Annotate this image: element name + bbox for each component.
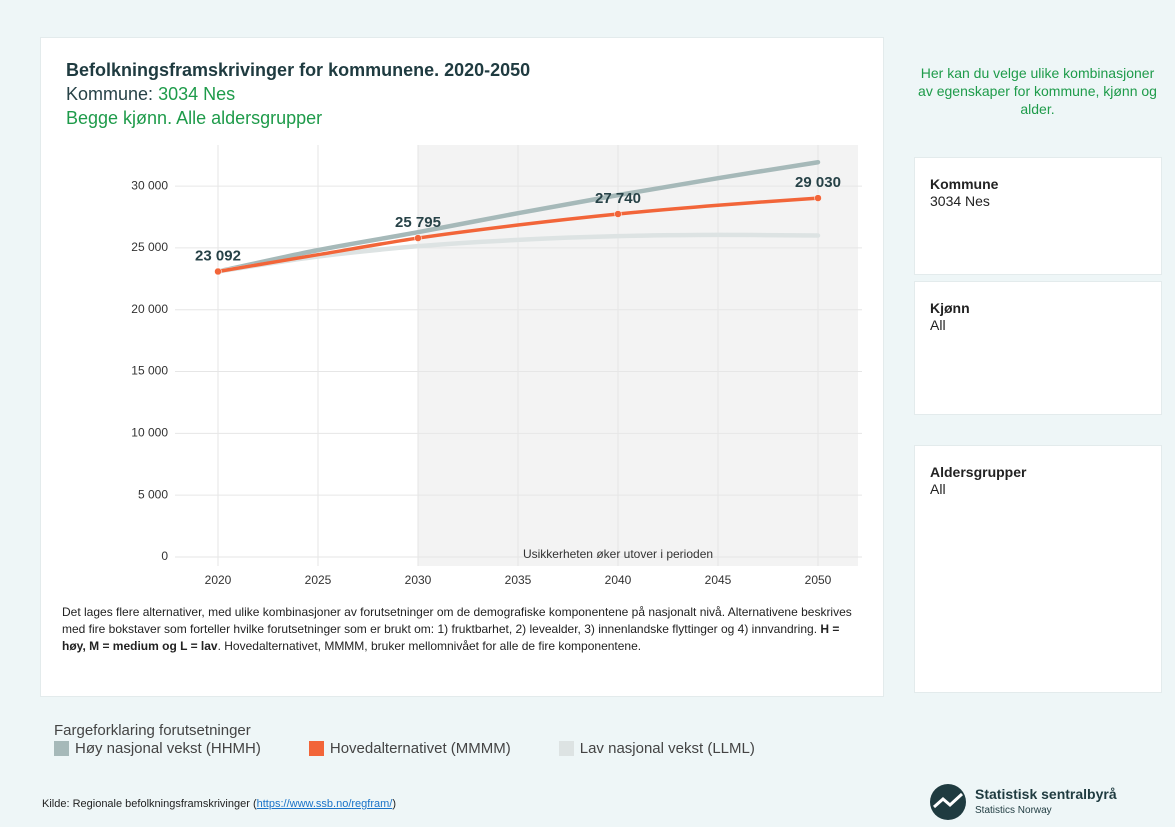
data-label: 23 092	[195, 247, 241, 264]
x-tick-label: 2040	[605, 573, 632, 587]
filter-card[interactable]: Aldersgrupper All	[914, 445, 1162, 693]
desc-text: Det lages flere alternativer, med ulike …	[62, 605, 852, 636]
y-tick-label: 20 000	[131, 302, 168, 316]
legend-label: Lav nasjonal vekst (LLML)	[579, 740, 755, 757]
y-tick-label: 0	[161, 549, 168, 563]
filter-card[interactable]: Kommune 3034 Nes	[914, 157, 1162, 275]
data-point	[614, 210, 622, 218]
legend: Høy nasjonal vekst (HHMH) Hovedalternativ…	[54, 740, 803, 757]
shade-label: Usikkerheten øker utover i perioden	[523, 547, 713, 561]
source-link[interactable]: https://www.ssb.no/regfram/	[256, 798, 393, 810]
legend-label: Høy nasjonal vekst (HHMH)	[75, 740, 261, 757]
y-tick-label: 25 000	[131, 240, 168, 254]
subtitle-value: 3034 Nes	[158, 84, 236, 104]
y-tick-label: 5 000	[138, 487, 168, 501]
logo-sub: Statistics Norway	[975, 805, 1052, 816]
panel-intro: Her kan du velge ulike kombinasjoner av …	[918, 65, 1157, 117]
x-tick-label: 2030	[405, 573, 432, 587]
data-label: 29 030	[795, 174, 841, 191]
series-line	[215, 232, 821, 274]
filter-label: Aldersgrupper	[930, 464, 1027, 480]
x-tick-label: 2035	[505, 573, 532, 587]
subtitle-label: Kommune:	[66, 84, 154, 104]
filter-card[interactable]: Kjønn All	[914, 281, 1162, 415]
chart-title: Befolkningsframskrivinger for kommunene.…	[66, 60, 531, 80]
desc-bold: H = høy, M = medium og L = lav	[62, 622, 840, 653]
data-point	[814, 194, 822, 202]
data-point	[414, 234, 422, 242]
legend-swatch	[558, 741, 574, 756]
y-tick-label: 10 000	[131, 426, 168, 440]
data-point	[214, 267, 222, 276]
logo-icon	[930, 784, 966, 820]
legend-title: Fargeforklaring forutsetninger	[54, 722, 251, 739]
x-tick-label: 2050	[805, 573, 832, 587]
y-tick-label: 30 000	[131, 178, 168, 192]
source-text: Kilde: Regionale befolkningsframskriving…	[42, 798, 257, 810]
filter-label: Kjønn	[930, 300, 970, 316]
data-label: 27 740	[595, 190, 641, 207]
source-text: )	[392, 798, 396, 810]
filter-value: 3034 Nes	[930, 193, 990, 209]
filter-value: All	[930, 317, 946, 333]
filter-label: Kommune	[930, 176, 999, 192]
x-tick-label: 2025	[305, 573, 332, 587]
legend-label: Hovedalternativet (MMMM)	[329, 740, 511, 757]
legend-swatch	[308, 741, 324, 756]
subtitle-2: Begge kjønn. Alle aldersgrupper	[66, 108, 323, 128]
subtitle: Kommune: 3034 Nes	[66, 84, 235, 105]
filter-value: All	[930, 481, 946, 497]
series-line	[215, 159, 821, 274]
series-line	[216, 196, 820, 274]
data-label: 25 795	[395, 214, 441, 231]
uncertainty-shade	[418, 145, 858, 566]
legend-item: Hovedalternativet (MMMM)	[308, 740, 511, 757]
legend-item: Lav nasjonal vekst (LLML)	[558, 740, 755, 757]
source: Kilde: Regionale befolkningsframskriving…	[42, 798, 396, 810]
desc-text: . Hovedalternativet, MMMM, bruker mellom…	[217, 639, 642, 653]
y-tick-label: 15 000	[131, 364, 168, 378]
logo-name: Statistisk sentralbyrå	[975, 786, 1117, 802]
description: Det lages flere alternativer, med ulike …	[62, 604, 862, 655]
legend-item: Høy nasjonal vekst (HHMH)	[54, 740, 261, 757]
x-tick-label: 2045	[705, 573, 732, 587]
legend-swatch	[54, 741, 69, 756]
x-tick-label: 2020	[205, 573, 232, 587]
